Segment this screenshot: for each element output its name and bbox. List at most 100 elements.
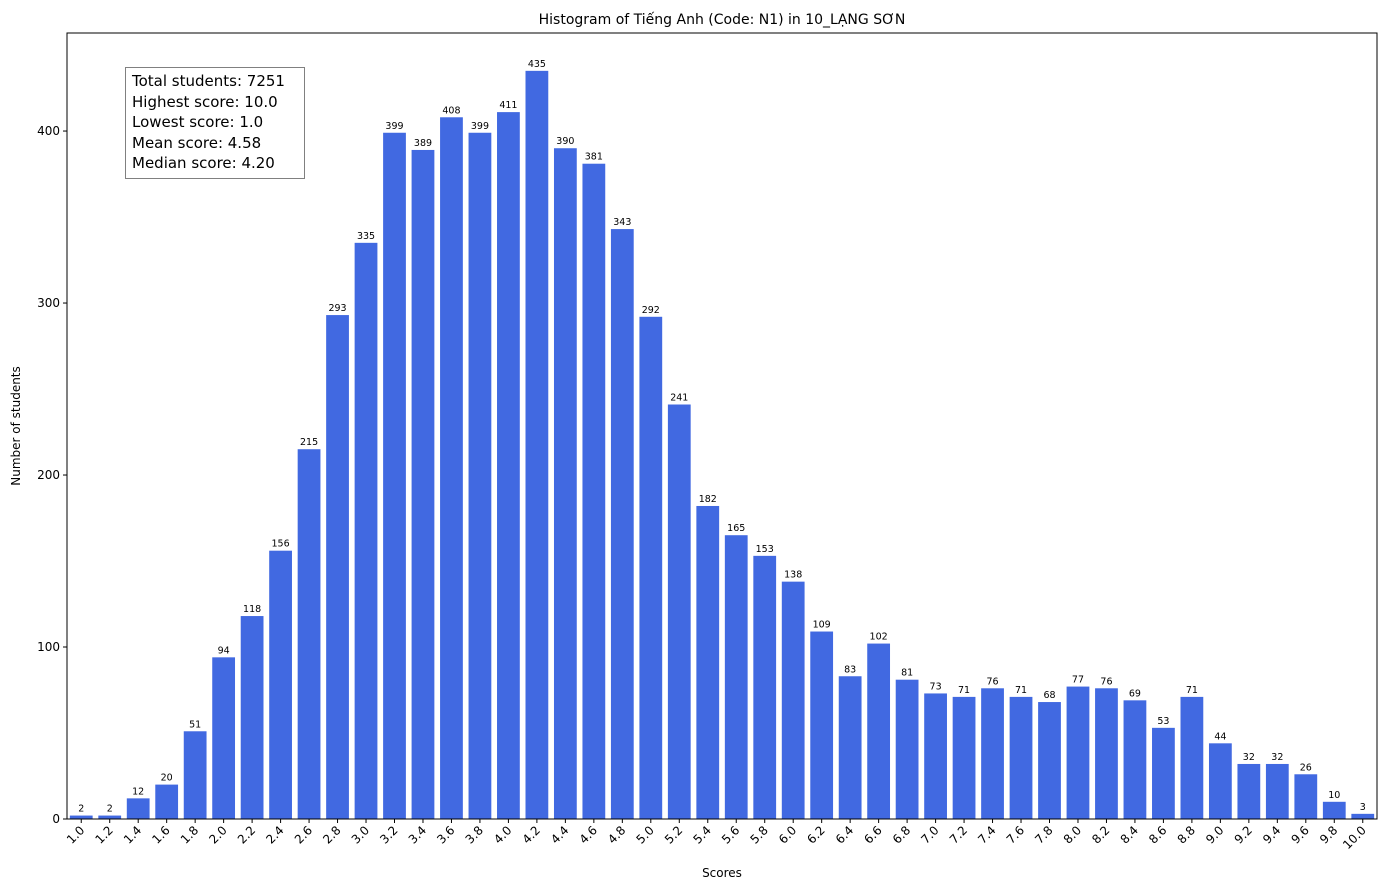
bar-2.2 bbox=[240, 616, 264, 819]
bar-value-label: 118 bbox=[243, 604, 261, 615]
bar-value-label: 182 bbox=[699, 494, 717, 505]
x-tick-label: 6.0 bbox=[776, 823, 799, 846]
x-tick-label: 1.6 bbox=[149, 823, 172, 846]
x-tick-label: 7.0 bbox=[918, 823, 941, 846]
bar-9.0 bbox=[1208, 743, 1232, 819]
bar-8.4 bbox=[1123, 700, 1147, 819]
bar-value-label: 71 bbox=[958, 685, 970, 696]
bar-1.8 bbox=[183, 731, 207, 819]
bar-value-label: 44 bbox=[1214, 731, 1226, 742]
x-tick-label: 4.8 bbox=[605, 823, 628, 846]
x-tick-label: 6.4 bbox=[833, 823, 856, 846]
bar-value-label: 10 bbox=[1328, 790, 1340, 801]
bar-7.8 bbox=[1038, 702, 1061, 819]
bar-5.0 bbox=[639, 316, 663, 819]
bars-group bbox=[69, 70, 1375, 820]
bar-value-label: 20 bbox=[161, 773, 173, 784]
plot-frame bbox=[66, 32, 1378, 820]
bar-value-label: 77 bbox=[1072, 675, 1084, 686]
x-tick-label: 4.2 bbox=[520, 823, 543, 846]
bar-value-label: 73 bbox=[930, 681, 942, 692]
x-tick-label: 5.2 bbox=[662, 823, 685, 846]
bar-3.4 bbox=[411, 149, 435, 819]
x-tick-label: 5.6 bbox=[719, 823, 742, 846]
stats-highest: Highest score: 10.0 bbox=[132, 92, 278, 111]
bar-8.6 bbox=[1152, 727, 1175, 819]
bar-value-label: 389 bbox=[414, 138, 432, 149]
bar-10.0 bbox=[1351, 813, 1375, 819]
x-tick-label: 8.4 bbox=[1118, 823, 1141, 846]
y-tick-label: 100 bbox=[37, 640, 60, 654]
stats-lowest: Lowest score: 1.0 bbox=[132, 113, 264, 131]
x-tick-label: 9.4 bbox=[1260, 823, 1283, 846]
bar-value-label: 335 bbox=[357, 231, 375, 242]
bar-value-label: 81 bbox=[901, 668, 913, 679]
x-tick-label: 9.0 bbox=[1203, 823, 1226, 846]
bar-value-label: 343 bbox=[613, 217, 631, 228]
bar-value-label: 165 bbox=[727, 523, 745, 534]
x-tick-label: 4.6 bbox=[577, 823, 600, 846]
bar-8.0 bbox=[1066, 686, 1090, 819]
bar-1.2 bbox=[98, 815, 122, 819]
y-tick-label: 0 bbox=[52, 812, 60, 826]
x-tick-label: 7.4 bbox=[975, 823, 998, 846]
bar-value-label: 411 bbox=[499, 100, 517, 111]
stats-total: Total students: 7251 bbox=[132, 72, 285, 90]
bar-2.0 bbox=[212, 657, 236, 819]
bar-value-label: 408 bbox=[442, 105, 460, 116]
x-tick-label: 4.0 bbox=[491, 823, 514, 846]
bar-value-label: 26 bbox=[1300, 762, 1312, 773]
bar-4.6 bbox=[582, 163, 606, 819]
y-tick-label: 300 bbox=[37, 296, 60, 310]
bar-9.8 bbox=[1322, 801, 1346, 819]
y-axis-label: Number of students bbox=[9, 366, 23, 486]
bar-3.8 bbox=[468, 132, 492, 819]
x-tick-label: 6.8 bbox=[890, 823, 913, 846]
bar-8.8 bbox=[1180, 696, 1204, 819]
bar-value-label: 215 bbox=[300, 437, 318, 448]
bar-value-label: 2 bbox=[107, 804, 113, 815]
x-tick-label: 3.4 bbox=[406, 823, 429, 846]
x-tick-label: 3.6 bbox=[434, 823, 457, 846]
x-tick-label: 6.2 bbox=[804, 823, 827, 846]
bar-6.4 bbox=[838, 676, 862, 819]
bar-1.0 bbox=[69, 815, 93, 819]
x-tick-label: 5.4 bbox=[690, 823, 713, 846]
bar-4.2 bbox=[525, 70, 549, 820]
bar-value-label: 32 bbox=[1243, 752, 1255, 763]
bar-value-label: 241 bbox=[670, 393, 688, 404]
x-tick-label: 2.2 bbox=[235, 823, 258, 846]
bar-value-label: 153 bbox=[756, 544, 774, 555]
x-tick-label: 2.6 bbox=[292, 823, 315, 846]
bar-value-label: 390 bbox=[556, 136, 574, 147]
x-tick-label: 3.0 bbox=[349, 823, 372, 846]
bar-value-label: 71 bbox=[1015, 685, 1027, 696]
bar-value-label: 138 bbox=[784, 570, 802, 581]
x-tick-label: 7.2 bbox=[947, 823, 970, 846]
bar-4.4 bbox=[553, 148, 577, 820]
bar-9.4 bbox=[1265, 763, 1289, 819]
bar-4.8 bbox=[610, 229, 634, 819]
bar-value-label: 32 bbox=[1271, 752, 1283, 763]
y-axis-ticks: 0 100 200 300 400 bbox=[37, 124, 67, 826]
bar-value-label: 399 bbox=[471, 121, 489, 132]
x-tick-label: 8.2 bbox=[1089, 823, 1112, 846]
x-axis-ticks: 1.0 1.2 1.4 1.6 1.8 2.0 2.2 2.4 2.6 2.8 3.0 3.2 3.4 3… bbox=[64, 819, 1369, 852]
x-tick-label: 5.8 bbox=[747, 823, 770, 846]
bar-value-label: 69 bbox=[1129, 688, 1141, 699]
bar-value-label: 71 bbox=[1186, 685, 1198, 696]
x-tick-label: 8.6 bbox=[1146, 823, 1169, 846]
bar-2.8 bbox=[326, 315, 349, 819]
bar-value-label: 381 bbox=[585, 152, 603, 163]
y-tick-label: 400 bbox=[37, 124, 60, 138]
bar-2.4 bbox=[269, 550, 292, 819]
bar-value-label: 3 bbox=[1360, 802, 1366, 813]
bar-value-label: 76 bbox=[1100, 676, 1112, 687]
bar-value-label: 83 bbox=[844, 664, 856, 675]
x-tick-label: 9.6 bbox=[1289, 823, 1312, 846]
bar-4.0 bbox=[497, 112, 520, 820]
bar-7.4 bbox=[981, 688, 1004, 819]
bar-9.6 bbox=[1294, 774, 1318, 819]
bar-1.6 bbox=[155, 784, 179, 819]
bar-1.4 bbox=[126, 798, 150, 819]
